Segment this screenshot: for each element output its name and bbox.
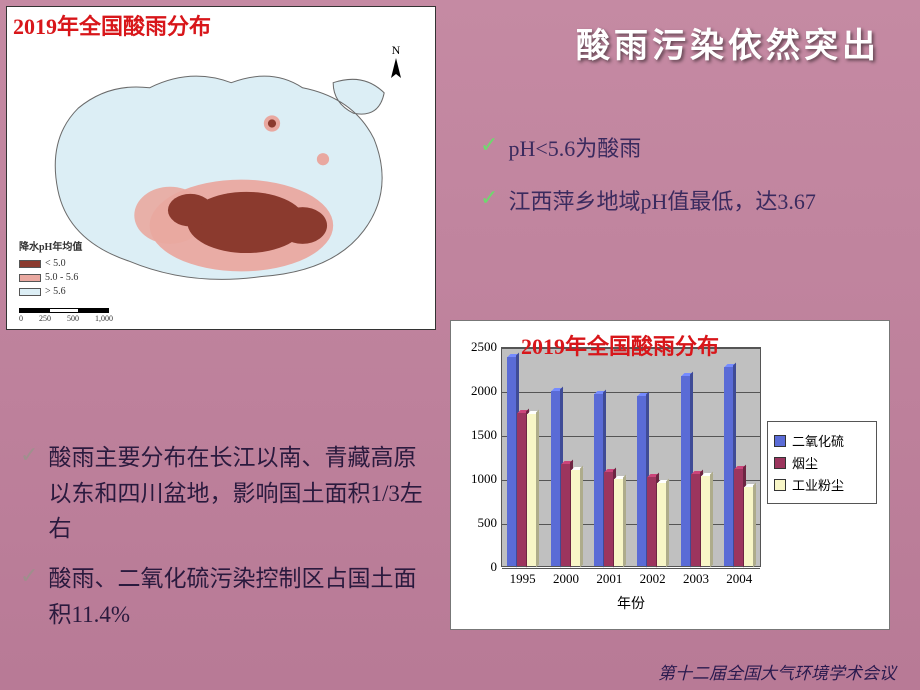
y-tick-label: 500: [478, 515, 498, 531]
bullet-text: 江西萍乡地域pH值最低，达3.67: [508, 183, 815, 220]
bar-group: [681, 376, 717, 566]
bar: [637, 396, 646, 566]
x-tick-label: 2002: [631, 571, 674, 591]
scale-tick: 0: [19, 314, 23, 323]
bullet-item: ✓ 江西萍乡地域pH值最低，达3.67: [480, 183, 890, 220]
bullets-top: ✓ pH<5.6为酸雨 ✓ 江西萍乡地域pH值最低，达3.67: [480, 130, 890, 237]
bullet-item: ✓ pH<5.6为酸雨: [480, 130, 890, 167]
map-legend-row: > 5.6: [19, 285, 82, 299]
scale-tick: 1,000: [95, 314, 113, 323]
map-body: N 降水pH年均值 < 5.05.0 - 5.6> 5.6 02505001,0…: [7, 37, 435, 329]
bar-group: [507, 357, 543, 566]
legend-swatch: [774, 479, 786, 491]
legend-swatch: [19, 288, 41, 296]
x-tick-label: 1995: [501, 571, 544, 591]
map-scale-bar: 0 250 500 1,000: [19, 308, 113, 323]
bar: [691, 474, 700, 566]
bar: [614, 479, 623, 566]
y-tick-label: 0: [491, 559, 498, 575]
slide-title: 酸雨污染依然突出: [576, 18, 880, 67]
x-tick-label: 2000: [544, 571, 587, 591]
bar: [647, 477, 656, 566]
bar: [657, 483, 666, 566]
chart-legend: 二氧化硫烟尘工业粉尘: [767, 421, 877, 504]
x-tick-label: 2004: [718, 571, 761, 591]
map-panel: 2019年全国酸雨分布 N 降水pH年均值 < 5.05.0 - 5.6> 5.…: [6, 6, 436, 330]
bar-group: [637, 396, 673, 566]
bullet-text: 酸雨主要分布在长江以南、青藏高原以东和四川盆地，影响国土面积1/3左右: [48, 440, 430, 547]
map-legend: 降水pH年均值 < 5.05.0 - 5.6> 5.6: [19, 241, 82, 299]
chart-gridline: [502, 568, 760, 569]
bar-group: [551, 391, 587, 566]
chart-panel: 2019年全国酸雨分布 05001000150020002500 1995200…: [450, 320, 890, 630]
legend-label: 二氧化硫: [792, 431, 844, 450]
x-tick-label: 2003: [674, 571, 717, 591]
bar: [734, 469, 743, 566]
legend-label: 工业粉尘: [792, 475, 844, 494]
y-tick-label: 1500: [471, 427, 497, 443]
chart-y-axis: 05001000150020002500: [461, 347, 499, 567]
chart-legend-row: 工业粉尘: [774, 475, 870, 494]
bar: [681, 376, 690, 566]
chart-x-label: 年份: [501, 593, 761, 613]
legend-swatch: [19, 260, 41, 268]
legend-label: > 5.6: [45, 285, 66, 299]
checkmark-icon: ✓: [20, 561, 38, 592]
checkmark-icon: ✓: [20, 440, 38, 471]
bullet-text: pH<5.6为酸雨: [508, 130, 641, 167]
bar: [507, 357, 516, 566]
legend-swatch: [774, 457, 786, 469]
x-tick-label: 2001: [588, 571, 631, 591]
bar: [701, 476, 710, 566]
chart-legend-row: 二氧化硫: [774, 431, 870, 450]
scale-tick: 500: [67, 314, 79, 323]
bullet-item: ✓ 酸雨主要分布在长江以南、青藏高原以东和四川盆地，影响国土面积1/3左右: [20, 440, 430, 547]
chart-overlay-title: 2019年全国酸雨分布: [521, 329, 719, 361]
slide-footer: 第十二届全国大气环境学术会议: [658, 659, 896, 684]
y-tick-label: 1000: [471, 471, 497, 487]
bar: [604, 472, 613, 566]
map-legend-row: 5.0 - 5.6: [19, 271, 82, 285]
legend-label: 烟尘: [792, 453, 818, 472]
checkmark-icon: ✓: [480, 130, 498, 161]
map-legend-title: 降水pH年均值: [19, 241, 82, 255]
checkmark-icon: ✓: [480, 183, 498, 214]
chart-x-axis: 199520002001200220032004: [501, 571, 761, 591]
legend-swatch: [774, 435, 786, 447]
chart-plot-area: [501, 347, 761, 567]
bar: [744, 487, 753, 566]
bar: [724, 367, 733, 566]
bar-group: [724, 367, 760, 566]
bar: [594, 394, 603, 566]
legend-label: 5.0 - 5.6: [45, 271, 78, 285]
bullet-item: ✓ 酸雨、二氧化硫污染控制区占国土面积11.4%: [20, 561, 430, 632]
bar: [551, 391, 560, 566]
bar: [527, 414, 536, 566]
legend-label: < 5.0: [45, 257, 66, 271]
y-tick-label: 2500: [471, 339, 497, 355]
bullets-bottom: ✓ 酸雨主要分布在长江以南、青藏高原以东和四川盆地，影响国土面积1/3左右 ✓ 酸雨、…: [20, 440, 430, 646]
bar: [571, 470, 580, 566]
bullet-text: 酸雨、二氧化硫污染控制区占国土面积11.4%: [48, 561, 430, 632]
scale-tick: 250: [39, 314, 51, 323]
bar-group: [594, 394, 630, 566]
bar: [517, 413, 526, 566]
y-tick-label: 2000: [471, 383, 497, 399]
chart-legend-row: 烟尘: [774, 453, 870, 472]
legend-swatch: [19, 274, 41, 282]
bar: [561, 464, 570, 566]
map-legend-row: < 5.0: [19, 257, 82, 271]
